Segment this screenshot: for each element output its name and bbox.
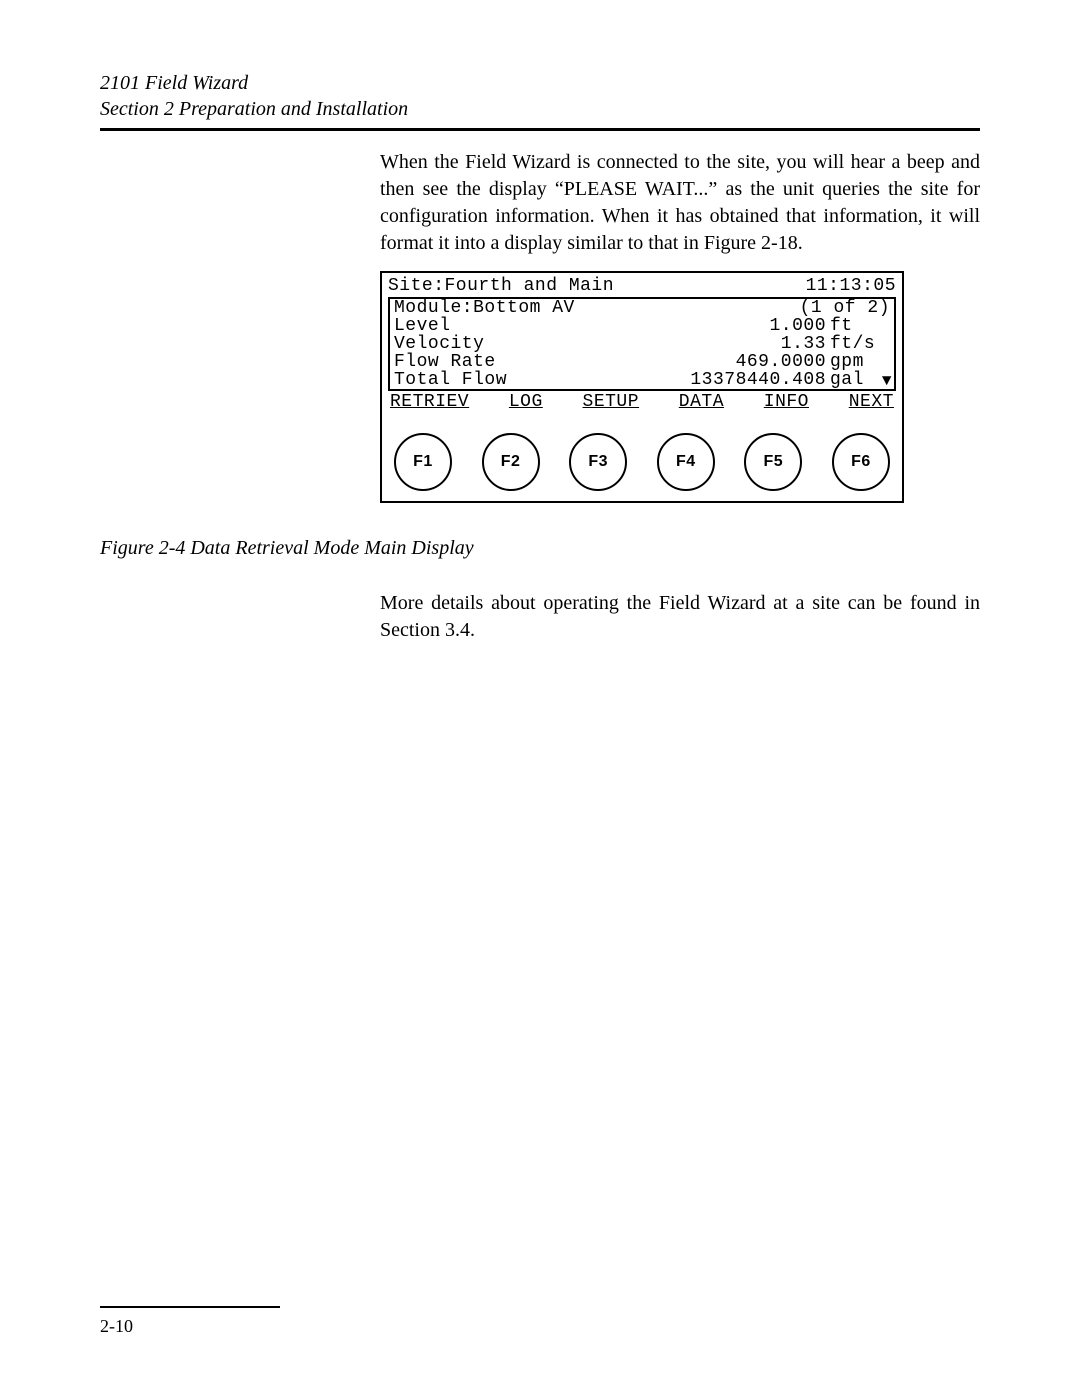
lcd-row-label: Flow Rate xyxy=(394,353,534,371)
page: 2101 Field Wizard Section 2 Preparation … xyxy=(0,0,1080,1397)
footer-rule xyxy=(100,1306,280,1308)
lcd-row-value: 13378440.408 xyxy=(534,371,830,389)
header-line-1: 2101 Field Wizard xyxy=(100,70,980,96)
lcd-data-row: Velocity 1.33 ft/s xyxy=(394,335,890,353)
f5-button[interactable]: F5 xyxy=(744,433,802,491)
lcd-data-row: Level 1.000 ft xyxy=(394,317,890,335)
header-line-2: Section 2 Preparation and Installation xyxy=(100,96,980,122)
lcd-top-row: Site:Fourth and Main 11:13:05 xyxy=(388,277,896,295)
f1-button[interactable]: F1 xyxy=(394,433,452,491)
page-footer: 2-10 xyxy=(100,1306,980,1337)
lcd-data-box: Module:Bottom AV (1 of 2) Level 1.000 ft… xyxy=(388,297,896,391)
lcd-row-value: 1.33 xyxy=(534,335,830,353)
softkey-data: DATA xyxy=(679,393,724,411)
paragraph-1: When the Field Wizard is connected to th… xyxy=(380,149,980,257)
lcd-row-label: Total Flow xyxy=(394,371,534,389)
lcd-module-label: Module:Bottom AV xyxy=(394,299,800,317)
lcd-row-label: Velocity xyxy=(394,335,534,353)
lcd-time: 11:13:05 xyxy=(806,277,896,295)
scroll-down-icon: ▼ xyxy=(882,373,892,389)
paragraph-2: More details about operating the Field W… xyxy=(380,590,980,644)
lcd-row-value: 469.0000 xyxy=(534,353,830,371)
header-rule xyxy=(100,128,980,131)
lcd-softkey-row: RETRIEV LOG SETUP DATA INFO NEXT xyxy=(388,393,896,411)
page-number: 2-10 xyxy=(100,1316,980,1337)
softkey-info: INFO xyxy=(764,393,809,411)
softkey-next: NEXT xyxy=(849,393,894,411)
lcd-row-value: 1.000 xyxy=(534,317,830,335)
lcd-page-indicator: (1 of 2) xyxy=(800,299,890,317)
lcd-row-unit: ft xyxy=(830,317,890,335)
figure-2-4: Site:Fourth and Main 11:13:05 Module:Bot… xyxy=(380,271,980,503)
lcd-row-unit: ft/s xyxy=(830,335,890,353)
lcd-data-row: Total Flow 13378440.408 gal xyxy=(394,371,890,389)
page-header: 2101 Field Wizard Section 2 Preparation … xyxy=(100,70,980,122)
lcd-display: Site:Fourth and Main 11:13:05 Module:Bot… xyxy=(380,271,904,503)
softkey-retriev: RETRIEV xyxy=(390,393,469,411)
lcd-module-row: Module:Bottom AV (1 of 2) xyxy=(394,299,890,317)
f4-button[interactable]: F4 xyxy=(657,433,715,491)
lcd-data-row: Flow Rate 469.0000 gpm xyxy=(394,353,890,371)
lcd-row-label: Level xyxy=(394,317,534,335)
figure-caption: Figure 2-4 Data Retrieval Mode Main Disp… xyxy=(100,537,980,560)
lcd-row-unit: gpm xyxy=(830,353,890,371)
lcd-site-label: Site:Fourth and Main xyxy=(388,277,614,295)
f6-button[interactable]: F6 xyxy=(832,433,890,491)
softkey-log: LOG xyxy=(509,393,543,411)
softkey-setup: SETUP xyxy=(583,393,640,411)
f3-button[interactable]: F3 xyxy=(569,433,627,491)
f2-button[interactable]: F2 xyxy=(482,433,540,491)
function-key-row: F1 F2 F3 F4 F5 F6 xyxy=(388,433,896,491)
